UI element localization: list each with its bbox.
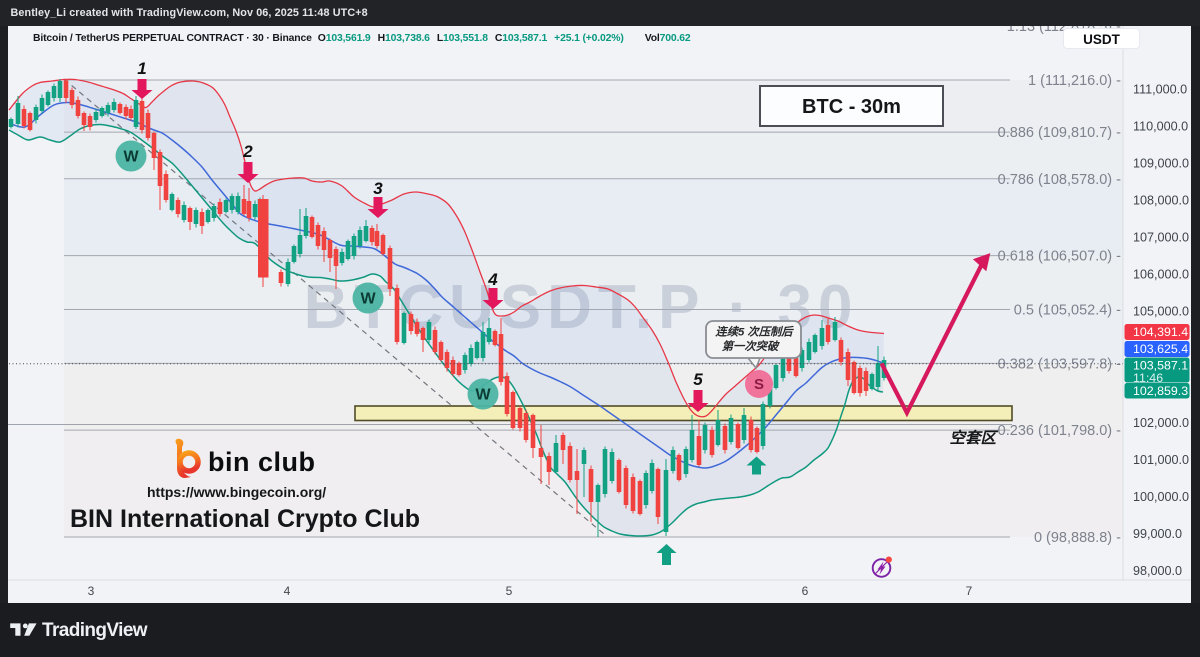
svg-text:0.886 (109,810.7) -: 0.886 (109,810.7) - (998, 125, 1122, 141)
svg-text:1: 1 (137, 59, 146, 78)
svg-text:101,000.0: 101,000.0 (1133, 453, 1189, 467)
svg-text:3: 3 (88, 584, 95, 598)
svg-text:11:46: 11:46 (1133, 371, 1163, 385)
svg-text:4: 4 (284, 584, 291, 598)
svg-text:102,000.0: 102,000.0 (1133, 416, 1189, 430)
svg-text:3: 3 (373, 179, 383, 198)
svg-text:106,000.0: 106,000.0 (1133, 268, 1189, 282)
svg-text:0.786 (108,578.0) -: 0.786 (108,578.0) - (998, 172, 1122, 188)
svg-text:空套区: 空套区 (949, 429, 998, 447)
svg-text:0.5 (105,052.4) -: 0.5 (105,052.4) - (1014, 303, 1121, 319)
svg-text:108,000.0: 108,000.0 (1133, 194, 1189, 208)
svg-text:104,391.4: 104,391.4 (1133, 325, 1188, 339)
svg-text:1 (111,216.0) -: 1 (111,216.0) - (1028, 73, 1121, 89)
svg-text:7: 7 (966, 584, 973, 598)
svg-text:https://www.bingecoin.org/: https://www.bingecoin.org/ (147, 484, 326, 500)
svg-text:BIN International Crypto Club: BIN International Crypto Club (70, 505, 420, 533)
svg-text:107,000.0: 107,000.0 (1133, 231, 1189, 245)
svg-text:110,000.0: 110,000.0 (1133, 119, 1188, 133)
svg-text:98,000.0: 98,000.0 (1133, 564, 1182, 578)
svg-text:103,625.4: 103,625.4 (1133, 342, 1188, 356)
svg-text:6: 6 (802, 584, 809, 598)
svg-text:105,000.0: 105,000.0 (1133, 305, 1189, 319)
svg-text:111,000.0: 111,000.0 (1133, 82, 1187, 96)
svg-text:W: W (123, 149, 139, 166)
svg-text:0 (98,888.8) -: 0 (98,888.8) - (1034, 530, 1121, 546)
svg-text:连续5 次压制后: 连续5 次压制后 (715, 326, 794, 339)
svg-text:S: S (754, 376, 764, 393)
svg-text:第一次突破: 第一次突破 (722, 340, 780, 353)
svg-text:BTC - 30m: BTC - 30m (802, 96, 901, 118)
svg-text:0.236 (101,798.0) -: 0.236 (101,798.0) - (998, 423, 1122, 439)
svg-text:5: 5 (506, 584, 513, 598)
svg-text:5: 5 (693, 370, 703, 389)
svg-text:103,587.1: 103,587.1 (1133, 359, 1188, 373)
svg-text:0.382 (103,597.8) -: 0.382 (103,597.8) - (998, 356, 1122, 372)
svg-text:109,000.0: 109,000.0 (1133, 156, 1189, 170)
svg-text:2: 2 (242, 142, 253, 161)
svg-text:W: W (475, 387, 491, 404)
svg-text:4: 4 (487, 270, 498, 289)
svg-text:102,859.3: 102,859.3 (1133, 384, 1188, 398)
svg-text:99,000.0: 99,000.0 (1133, 527, 1182, 541)
svg-text:100,000.0: 100,000.0 (1133, 490, 1189, 504)
svg-text:0.618 (106,507.0) -: 0.618 (106,507.0) - (998, 249, 1122, 265)
svg-text:bin club: bin club (208, 447, 316, 477)
svg-text:W: W (360, 291, 376, 308)
